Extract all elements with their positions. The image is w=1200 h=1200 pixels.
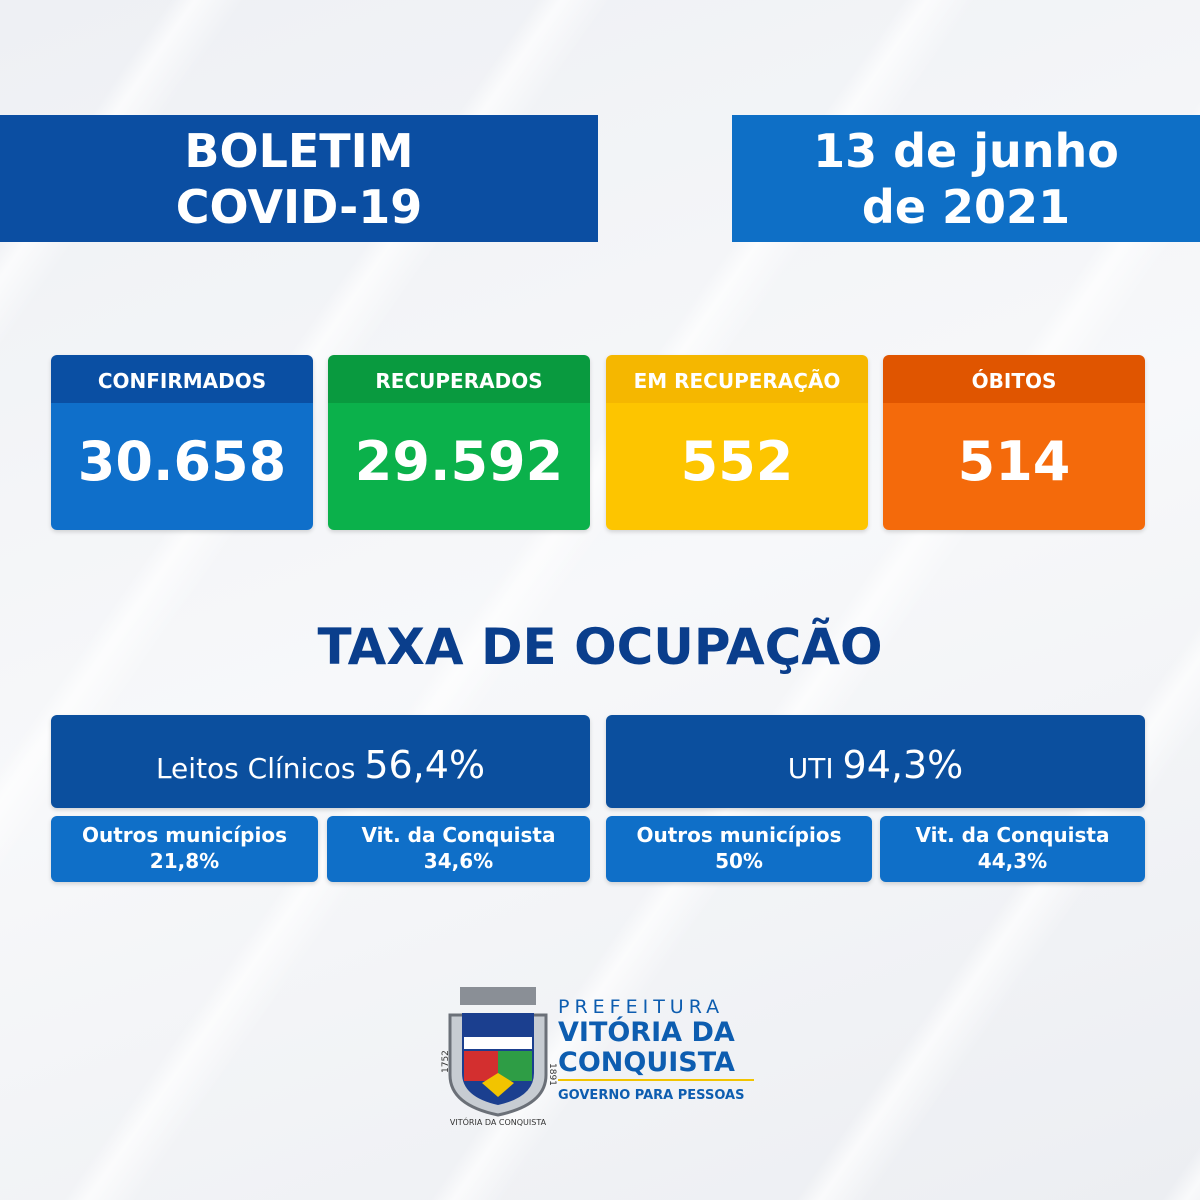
card: RECUPERADOS 29.592 bbox=[328, 355, 590, 530]
logo: 1752 1891 VITÓRIA DA CONQUISTA PREFEITUR… bbox=[441, 987, 754, 1127]
crest-year: 1891 bbox=[547, 1063, 557, 1086]
occupancy-part: Vit. da Conquista 44,3% bbox=[880, 816, 1145, 882]
occupancy-part: Outros municípios 50% bbox=[606, 816, 872, 882]
part-value: 50% bbox=[715, 849, 763, 873]
crest-red bbox=[464, 1051, 498, 1081]
crest-wave bbox=[464, 1037, 532, 1049]
logo-name: CONQUISTA bbox=[558, 1047, 735, 1078]
panel-label: Leitos Clínicos bbox=[155, 752, 356, 785]
card-value: 30.658 bbox=[51, 403, 313, 530]
card-label: RECUPERADOS bbox=[328, 355, 590, 403]
panel-label: UTI bbox=[787, 752, 834, 785]
part-value: 44,3% bbox=[977, 849, 1048, 873]
card-value: 29.592 bbox=[328, 403, 590, 530]
panel-value: 56,4% bbox=[364, 743, 486, 787]
logo-top: PREFEITURA bbox=[558, 996, 724, 1018]
part-label: Vit. da Conquista bbox=[361, 823, 556, 847]
logo-slogan: GOVERNO PARA PESSOAS bbox=[558, 1088, 744, 1103]
occupancy-panel: Leitos Clínicos 56,4% bbox=[51, 715, 590, 808]
card-label: ÓBITOS bbox=[883, 355, 1145, 403]
card: EM RECUPERAÇÃO 552 bbox=[606, 355, 868, 530]
panel-value: 94,3% bbox=[842, 743, 964, 787]
crest-stars bbox=[464, 1015, 532, 1033]
date-line: 13 de junho bbox=[813, 123, 1119, 178]
crest-year: 1752 bbox=[441, 1050, 451, 1073]
title-line: BOLETIM bbox=[184, 123, 414, 178]
crest-diamond bbox=[482, 1073, 514, 1097]
card-value: 514 bbox=[883, 403, 1145, 530]
part-value: 34,6% bbox=[423, 849, 494, 873]
title-line: COVID-19 bbox=[175, 179, 423, 234]
card-label: CONFIRMADOS bbox=[51, 355, 313, 403]
title-box: BOLETIM COVID-19 bbox=[0, 115, 598, 242]
part-value: 21,8% bbox=[149, 849, 220, 873]
crest-crown bbox=[460, 987, 536, 1005]
card: ÓBITOS 514 bbox=[883, 355, 1145, 530]
part-label: Vit. da Conquista bbox=[915, 823, 1110, 847]
date-line: de 2021 bbox=[861, 179, 1071, 234]
occupancy-part: Vit. da Conquista 34,6% bbox=[327, 816, 590, 882]
card: CONFIRMADOS 30.658 bbox=[51, 355, 313, 530]
part-label: Outros municípios bbox=[636, 823, 842, 847]
card-value: 552 bbox=[606, 403, 868, 530]
logo-name: VITÓRIA DA bbox=[558, 1016, 735, 1048]
crest-green bbox=[498, 1051, 532, 1081]
occupancy-panel: UTI 94,3% bbox=[606, 715, 1145, 808]
occupancy-part: Outros municípios 21,8% bbox=[51, 816, 318, 882]
part-label: Outros municípios bbox=[82, 823, 287, 847]
date-box: 13 de junho de 2021 bbox=[732, 115, 1200, 242]
crest-motto: VITÓRIA DA CONQUISTA bbox=[450, 1116, 547, 1127]
logo-rule bbox=[558, 1079, 754, 1081]
card-label: EM RECUPERAÇÃO bbox=[606, 355, 868, 403]
section-title: TAXA DE OCUPAÇÃO bbox=[317, 618, 883, 676]
